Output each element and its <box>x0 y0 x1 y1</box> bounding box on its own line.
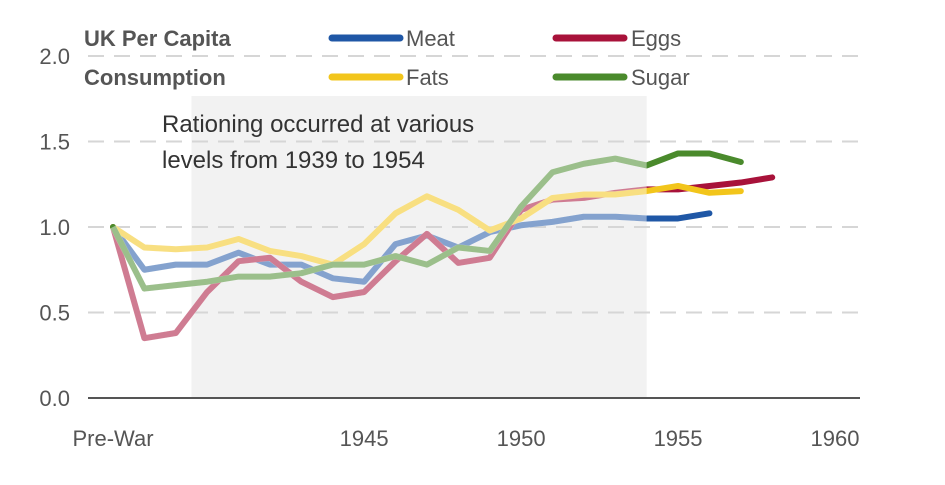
series-fade-overlay-meat <box>110 213 647 285</box>
series-fats <box>110 182 744 268</box>
series-line-sugar <box>110 150 744 292</box>
x-tick-label: 1945 <box>340 426 389 451</box>
x-tick-label: Pre-War <box>72 426 153 451</box>
y-tick-label: 0.5 <box>39 301 70 326</box>
series-line-fats <box>110 182 744 268</box>
x-tick-label: 1955 <box>654 426 703 451</box>
series-meat <box>110 210 713 285</box>
annotation-line-2: levels from 1939 to 1954 <box>162 147 425 174</box>
series-fade-overlay-fats <box>111 187 647 268</box>
annotation-line-1: Rationing occurred at various <box>162 111 474 138</box>
chart-title-line-2: Consumption <box>84 65 226 90</box>
legend-label-sugar: Sugar <box>631 65 690 90</box>
y-tick-label: 1.0 <box>39 215 70 240</box>
legend-label-eggs: Eggs <box>631 26 681 51</box>
legend: Meat Eggs Fats Sugar <box>328 26 690 90</box>
series-line-meat <box>110 210 713 285</box>
x-tick-label: 1960 <box>811 426 860 451</box>
y-tick-label: 1.5 <box>39 130 70 155</box>
chart-title-line-1: UK Per Capita <box>84 26 231 51</box>
y-tick-label: 0.0 <box>39 386 70 411</box>
series-sugar <box>110 150 744 292</box>
x-tick-label: 1950 <box>497 426 546 451</box>
y-tick-label: 2.0 <box>39 44 70 69</box>
legend-label-meat: Meat <box>406 26 455 51</box>
legend-label-fats: Fats <box>406 65 449 90</box>
series-fade-overlay-sugar <box>110 155 647 292</box>
